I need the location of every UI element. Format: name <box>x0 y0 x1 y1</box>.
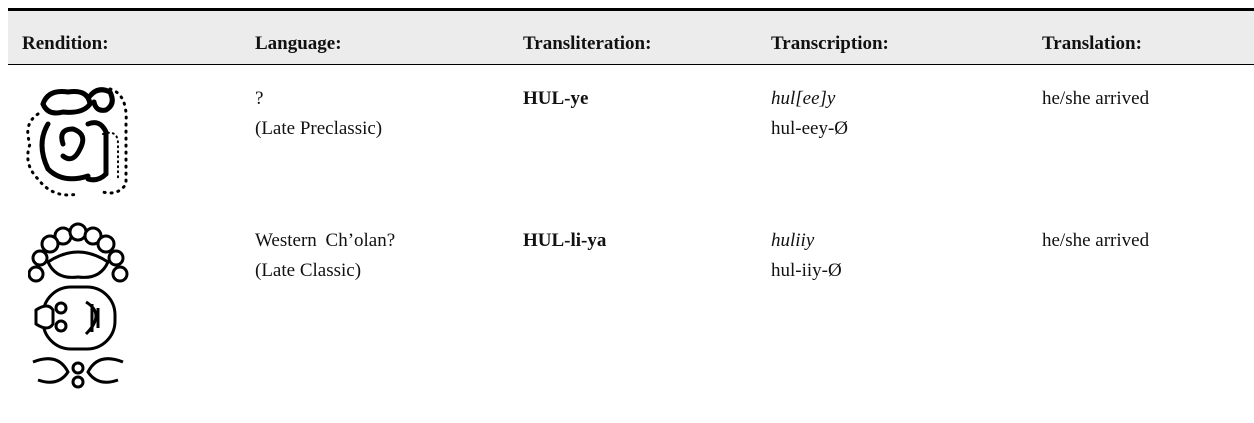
glyph-image <box>28 222 129 389</box>
transliteration: HUL-li-ya <box>523 230 607 251</box>
transliteration: HUL-ye <box>523 88 589 109</box>
language: Western Ch’olan? <box>255 230 396 251</box>
morphology: hul-iiy-Ø <box>771 260 842 281</box>
column-header: Rendition: <box>22 33 109 54</box>
header-row <box>8 11 1254 65</box>
translation: he/she arrived <box>1042 230 1150 251</box>
period: (Late Preclassic) <box>255 118 383 139</box>
language: ? <box>255 88 264 109</box>
column-header: Translation: <box>1042 33 1142 54</box>
transcription: huliiy <box>771 230 815 251</box>
translation: he/she arrived <box>1042 88 1150 109</box>
column-header: Language: <box>255 33 342 54</box>
column-header: Transliteration: <box>523 33 652 54</box>
morphology: hul-eey-Ø <box>771 118 849 139</box>
column-header: Transcription: <box>771 33 889 54</box>
top-rule <box>8 8 1254 11</box>
glyph-image <box>26 87 128 197</box>
transcription: hul[ee]y <box>771 88 836 109</box>
period: (Late Classic) <box>255 260 362 281</box>
